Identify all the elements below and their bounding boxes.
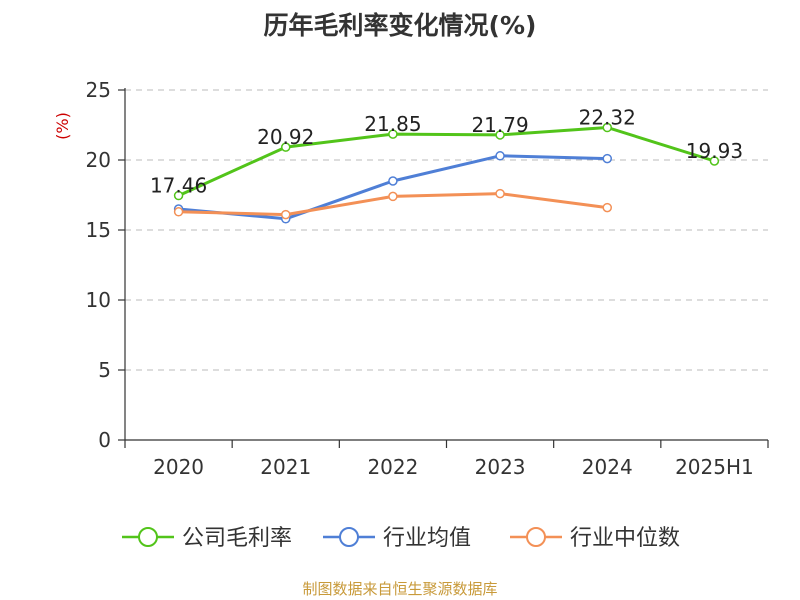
legend-label-1: 行业均值 xyxy=(383,526,471,551)
point-0-2021 xyxy=(281,142,291,152)
axes: 0 5 10 15 20 25 2020 2021 2022 2023 2024 2025H1 (%) xyxy=(53,78,769,479)
data-label-2025H1: 19.93 xyxy=(686,139,743,163)
chart-title: 历年毛利率变化情况(%) xyxy=(263,11,537,40)
legend-label-2: 行业中位数 xyxy=(570,526,680,551)
point-1-2023 xyxy=(495,151,505,161)
point-1-2022 xyxy=(388,176,398,186)
series-lines xyxy=(173,122,720,224)
legend-marker-1 xyxy=(339,527,359,547)
legend: 公司毛利率 行业均值 行业中位数 xyxy=(122,526,680,551)
y-tick-label-0: 0 xyxy=(98,428,111,452)
grid-lines xyxy=(125,89,768,371)
y-tick-label-10: 10 xyxy=(86,288,111,312)
legend-marker-2 xyxy=(526,527,546,547)
y-tick-label-20: 20 xyxy=(86,148,111,172)
data-label-2022: 21.85 xyxy=(364,112,421,136)
data-label-2023: 21.79 xyxy=(471,113,528,137)
point-0-2022 xyxy=(388,129,398,139)
point-0-2020 xyxy=(173,190,184,201)
point-2-2024 xyxy=(602,202,612,213)
point-2-2021 xyxy=(281,209,291,220)
x-tick-label-2024: 2024 xyxy=(582,455,633,479)
point-0-2024 xyxy=(602,122,612,133)
x-tick-label-2020: 2020 xyxy=(153,455,204,479)
point-2-2020 xyxy=(173,207,184,217)
data-label-2024: 22.32 xyxy=(579,106,636,130)
y-tick-label-25: 25 xyxy=(86,78,111,102)
x-tick-label-2021: 2021 xyxy=(260,455,311,479)
y-axis-label: (%) xyxy=(53,112,72,140)
point-0-2023 xyxy=(495,130,505,140)
data-label-2020: 17.46 xyxy=(150,174,207,198)
data-labels: 17.46 20.92 21.85 21.79 22.32 19.93 xyxy=(150,106,743,198)
x-tick-label-2022: 2022 xyxy=(367,455,418,479)
legend-label-0: 公司毛利率 xyxy=(182,526,292,551)
point-1-2024 xyxy=(602,153,612,164)
legend-marker-0 xyxy=(138,527,158,547)
y-tick-label-15: 15 xyxy=(86,218,111,242)
point-0-2025H1 xyxy=(709,156,720,166)
point-2-2022 xyxy=(388,191,398,202)
point-2-2023 xyxy=(495,188,505,199)
series-line-0 xyxy=(177,126,715,197)
x-tick-label-2023: 2023 xyxy=(475,455,526,479)
data-label-2021: 20.92 xyxy=(257,125,314,149)
x-tick-label-2025H1: 2025H1 xyxy=(675,455,754,479)
source-note: 制图数据来自恒生聚源数据库 xyxy=(302,580,498,598)
y-tick-label-5: 5 xyxy=(98,358,111,382)
